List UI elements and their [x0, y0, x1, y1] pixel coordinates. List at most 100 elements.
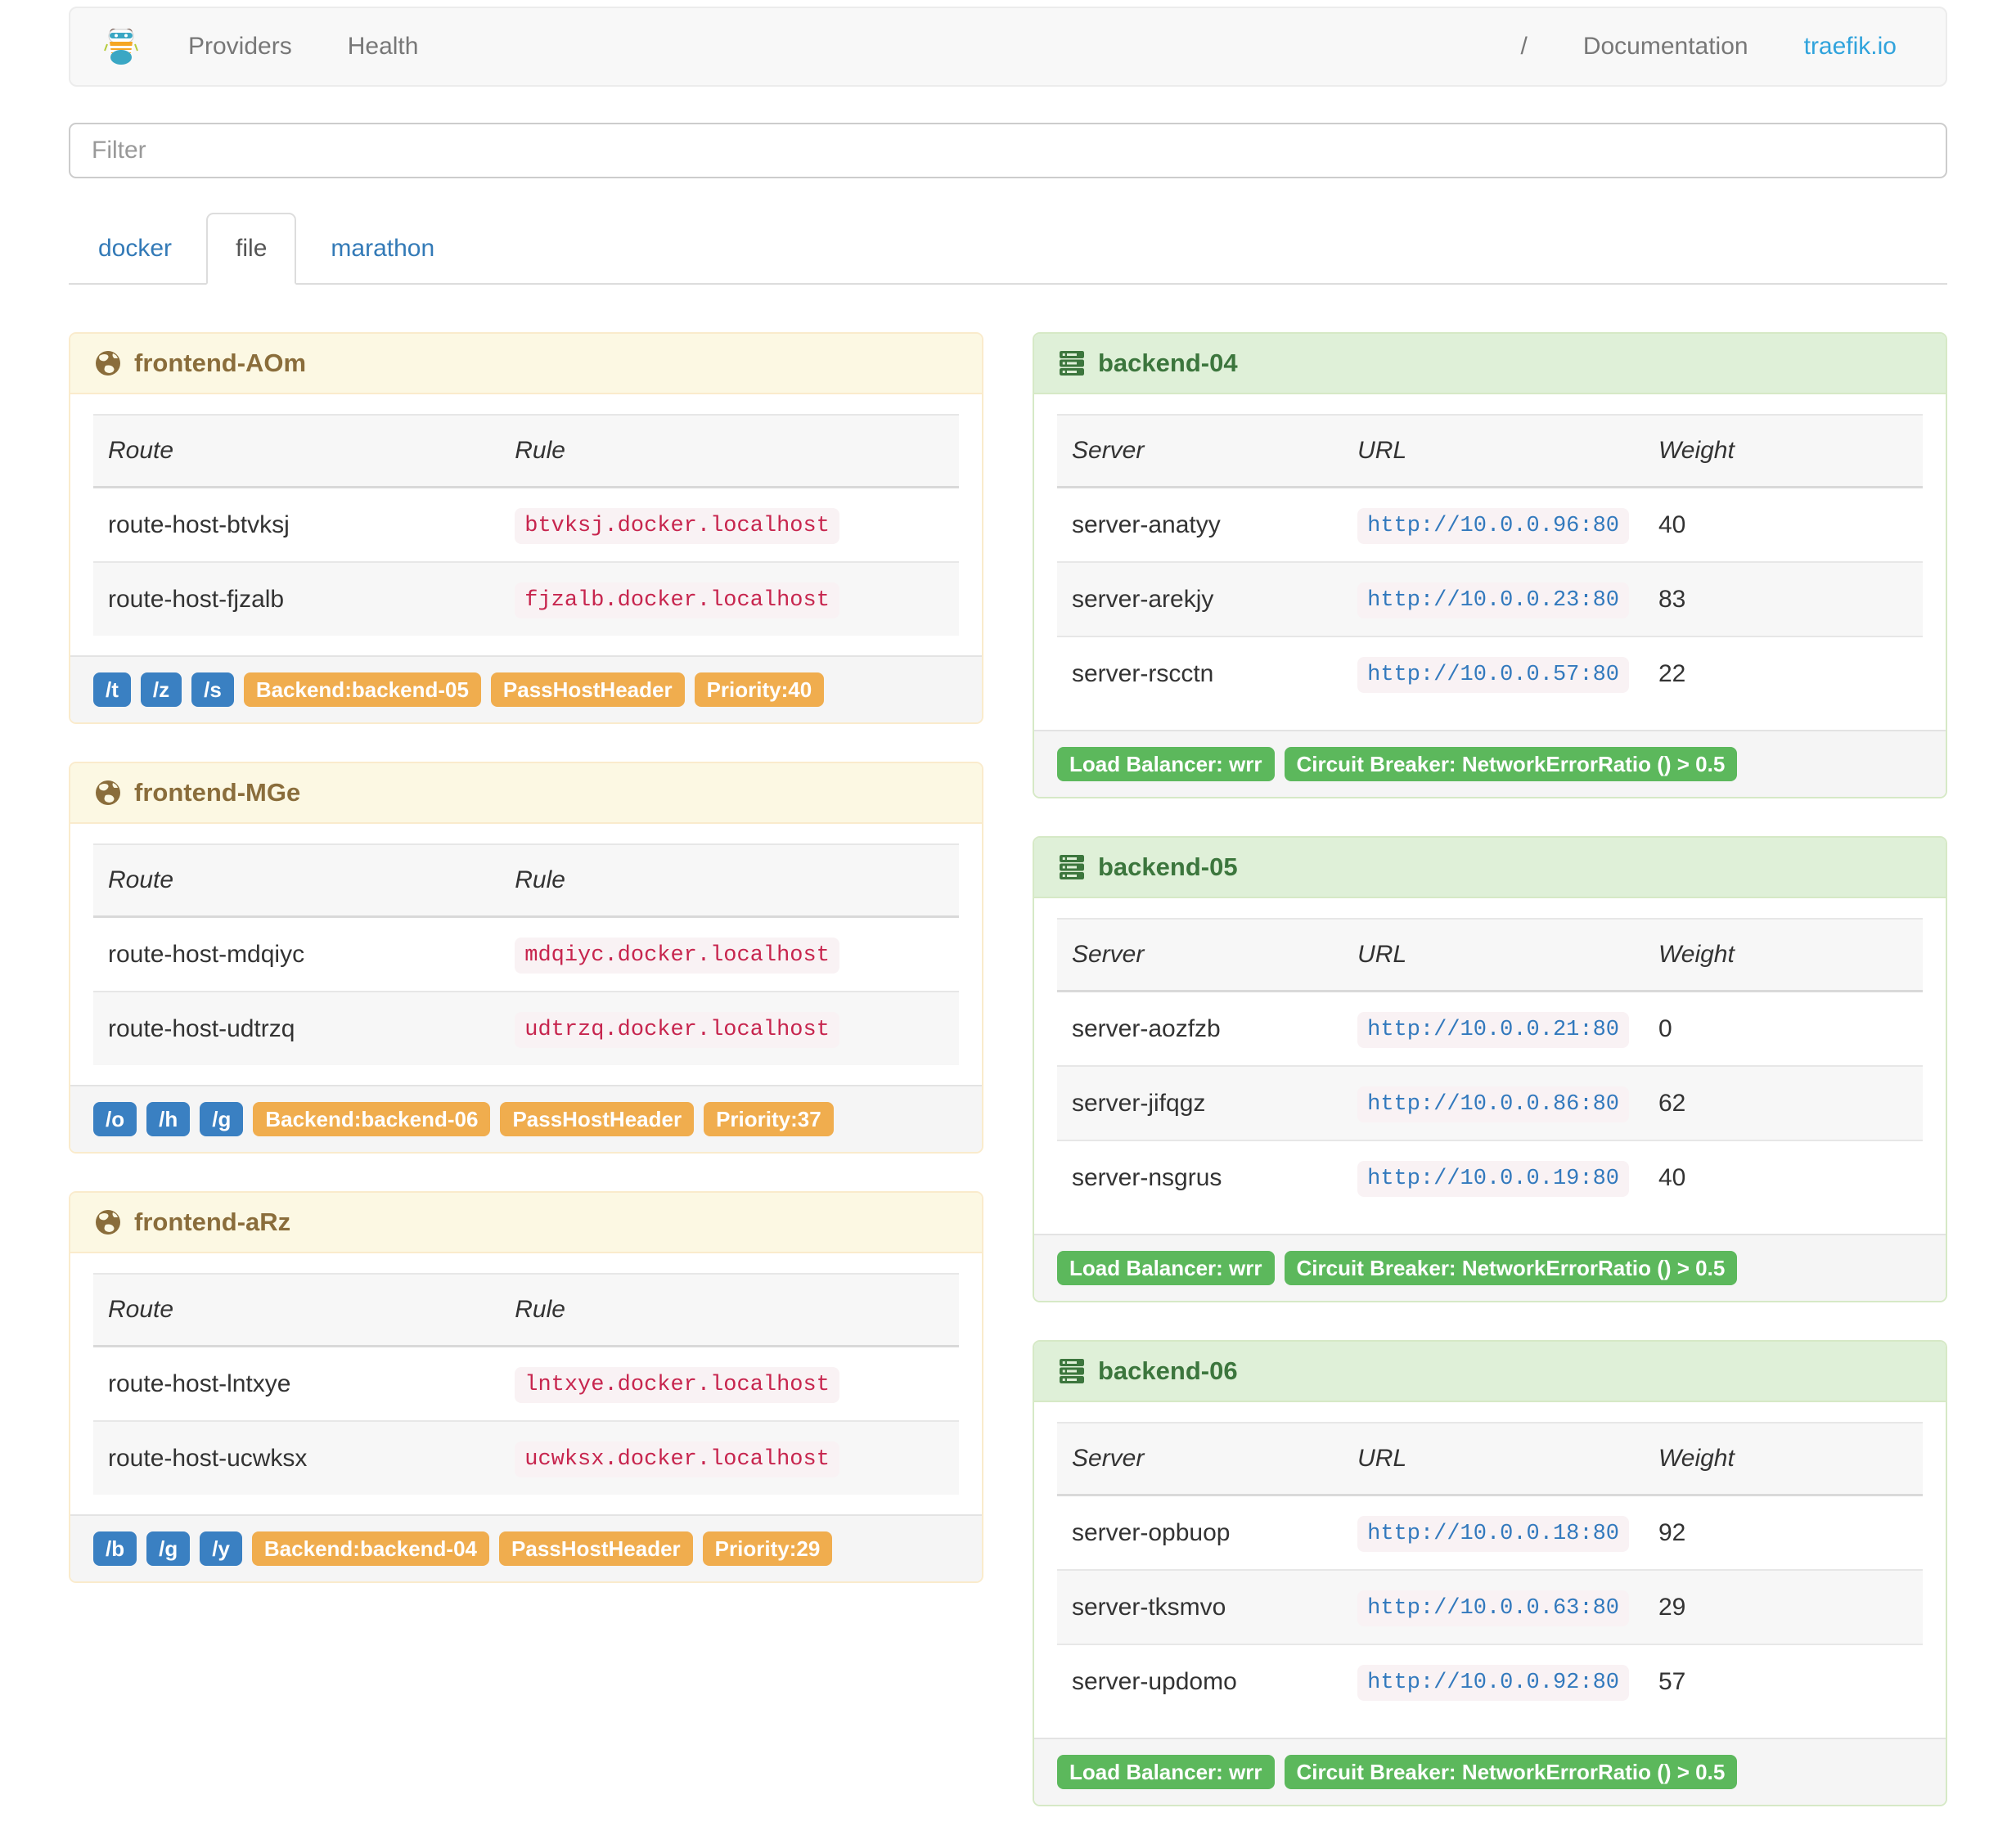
- table-row: server-nsgrus http://10.0.0.19:80 40: [1057, 1140, 1923, 1214]
- priority-badge: Priority:40: [694, 672, 825, 707]
- panel-footer: /o /h /g Backend:backend-06 PassHostHead…: [70, 1085, 982, 1152]
- weight-cell: 40: [1643, 1140, 1923, 1214]
- table-row: server-anatyy http://10.0.0.96:80 40: [1057, 488, 1923, 563]
- table-row: route-host-mdqiyc mdqiyc.docker.localhos…: [93, 917, 959, 992]
- route-cell: route-host-mdqiyc: [108, 940, 305, 968]
- priority-badge: Priority:29: [702, 1531, 833, 1566]
- url-code: http://10.0.0.63:80: [1357, 1590, 1629, 1626]
- frontend-panel-arz: frontend-aRz Route Rule route-host-lntx: [69, 1191, 983, 1583]
- tab-marathon[interactable]: marathon: [331, 235, 435, 262]
- table-row: server-tksmvo http://10.0.0.63:80 29: [1057, 1569, 1923, 1644]
- load-balancer-badge: Load Balancer: wrr: [1057, 1251, 1275, 1285]
- passhostheader-badge: PassHostHeader: [499, 1531, 693, 1566]
- routes-table: Route Rule route-host-lntxye lntxye.dock…: [93, 1273, 959, 1495]
- url-code: http://10.0.0.21:80: [1357, 1012, 1629, 1048]
- route-cell: route-host-btvksj: [108, 510, 290, 538]
- backends-column: backend-04 Server URL Weight: [1033, 332, 1947, 1844]
- server-cell: server-rscctn: [1057, 636, 1343, 710]
- panel-body: Server URL Weight server-opbuop http://1…: [1034, 1402, 1946, 1738]
- table-row: server-updomo http://10.0.0.92:80 57: [1057, 1644, 1923, 1718]
- table-row: route-host-lntxye lntxye.docker.localhos…: [93, 1347, 959, 1422]
- globe-icon: [96, 780, 120, 805]
- col-rule: Rule: [500, 414, 959, 488]
- server-cell: server-updomo: [1057, 1644, 1343, 1718]
- passhostheader-badge: PassHostHeader: [500, 1102, 695, 1136]
- server-icon: [1060, 855, 1084, 879]
- table-row: server-arekjy http://10.0.0.23:80 83: [1057, 561, 1923, 636]
- circuit-breaker-badge: Circuit Breaker: NetworkErrorRatio () > …: [1284, 747, 1738, 781]
- panel-body: Route Rule route-host-mdqiyc mdqiyc.dock…: [70, 824, 982, 1085]
- panel-body: Server URL Weight server-anatyy http://1…: [1034, 394, 1946, 730]
- nav-separator: /: [1520, 33, 1528, 60]
- weight-cell: 83: [1643, 561, 1923, 636]
- path-badge: /h: [146, 1102, 191, 1136]
- nav-item-providers[interactable]: Providers: [188, 33, 292, 60]
- weight-cell: 0: [1658, 1014, 1672, 1042]
- backend-panel-04: backend-04 Server URL Weight: [1033, 332, 1947, 798]
- route-cell: route-host-fjzalb: [93, 561, 501, 636]
- passhostheader-badge: PassHostHeader: [490, 672, 685, 707]
- panel-footer: Load Balancer: wrr Circuit Breaker: Netw…: [1034, 1738, 1946, 1805]
- table-row: route-host-fjzalb fjzalb.docker.localhos…: [93, 561, 959, 636]
- table-header-row: Server URL Weight: [1057, 414, 1923, 488]
- route-cell: route-host-udtrzq: [93, 991, 501, 1065]
- rule-code: mdqiyc.docker.localhost: [515, 938, 839, 974]
- nav-item-traefik-io[interactable]: traefik.io: [1803, 33, 1897, 60]
- col-server: Server: [1057, 1422, 1343, 1496]
- rule-code: lntxye.docker.localhost: [515, 1367, 839, 1403]
- servers-table: Server URL Weight server-opbuop http://1…: [1057, 1422, 1923, 1718]
- col-url: URL: [1343, 414, 1644, 488]
- table-header-row: Server URL Weight: [1057, 918, 1923, 992]
- panel-body: Server URL Weight server-aozfzb http://1…: [1034, 898, 1946, 1234]
- panel-heading: backend-04: [1034, 334, 1946, 394]
- table-row: route-host-ucwksx ucwksx.docker.localhos…: [93, 1420, 959, 1495]
- tab-docker[interactable]: docker: [98, 235, 173, 262]
- weight-cell: 22: [1643, 636, 1923, 710]
- tab-file[interactable]: file: [206, 213, 297, 285]
- table-row: route-host-udtrzq udtrzq.docker.localhos…: [93, 991, 959, 1065]
- panel-body: Route Rule route-host-btvksj btvksj.dock…: [70, 394, 982, 655]
- path-badge: /b: [93, 1531, 137, 1566]
- nav-item-documentation[interactable]: Documentation: [1582, 33, 1748, 60]
- nav-item-health[interactable]: Health: [347, 33, 419, 60]
- circuit-breaker-badge: Circuit Breaker: NetworkErrorRatio () > …: [1284, 1251, 1738, 1285]
- panel-heading: backend-06: [1034, 1342, 1946, 1402]
- load-balancer-badge: Load Balancer: wrr: [1057, 747, 1275, 781]
- backend-badge: Backend:backend-04: [251, 1531, 490, 1566]
- weight-cell: 40: [1658, 510, 1686, 538]
- table-header-row: Route Rule: [93, 843, 959, 918]
- server-cell: server-opbuop: [1072, 1518, 1231, 1546]
- path-badge: /g: [146, 1531, 191, 1566]
- panel-title: backend-06: [1098, 1356, 1238, 1385]
- server-cell: server-nsgrus: [1057, 1140, 1343, 1214]
- content-grid: frontend-AOm Route Rule route-host-btvk: [69, 332, 1947, 1844]
- panel-heading: frontend-aRz: [70, 1193, 982, 1253]
- rule-code: udtrzq.docker.localhost: [515, 1012, 839, 1048]
- path-badge: /g: [200, 1102, 244, 1136]
- path-badge: /z: [140, 672, 182, 707]
- frontend-panel-mge: frontend-MGe Route Rule route-host-mdqi: [69, 762, 983, 1154]
- navbar-left: Providers Health: [92, 26, 446, 67]
- traefik-logo[interactable]: [92, 26, 160, 67]
- panel-title: backend-04: [1098, 349, 1238, 377]
- col-url: URL: [1343, 918, 1644, 992]
- traefik-mascot-icon: [104, 29, 138, 65]
- col-server: Server: [1057, 414, 1343, 488]
- rule-code: ucwksx.docker.localhost: [515, 1441, 839, 1477]
- url-code: http://10.0.0.86:80: [1357, 1086, 1629, 1122]
- col-route: Route: [93, 1273, 501, 1347]
- weight-cell: 29: [1643, 1569, 1923, 1644]
- server-cell: server-anatyy: [1072, 510, 1221, 538]
- weight-cell: 57: [1643, 1644, 1923, 1718]
- panel-title: frontend-aRz: [134, 1208, 291, 1236]
- filter-input[interactable]: [69, 123, 1947, 178]
- server-cell: server-jifqgz: [1057, 1065, 1343, 1140]
- table-header-row: Server URL Weight: [1057, 1422, 1923, 1496]
- route-cell: route-host-lntxye: [108, 1370, 291, 1397]
- server-cell: server-arekjy: [1057, 561, 1343, 636]
- url-code: http://10.0.0.96:80: [1357, 508, 1629, 544]
- rule-code: fjzalb.docker.localhost: [515, 582, 839, 618]
- table-row: route-host-btvksj btvksj.docker.localhos…: [93, 488, 959, 563]
- priority-badge: Priority:37: [704, 1102, 834, 1136]
- provider-tabs: docker file marathon: [69, 213, 1947, 285]
